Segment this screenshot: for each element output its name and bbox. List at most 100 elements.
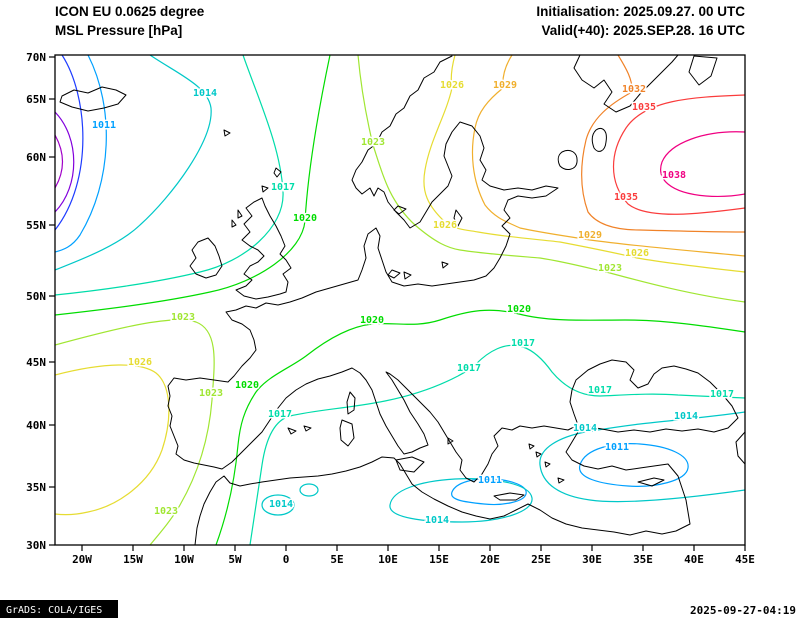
contour-label-1011: 1011 [92, 120, 116, 131]
isobar-1029 [471, 55, 745, 257]
contour-label-1032: 1032 [622, 84, 646, 95]
lon-label-15E: 15E [429, 553, 449, 566]
lon-label-10E: 10E [378, 553, 398, 566]
isobar-1011 [55, 55, 107, 253]
contour-label-1017: 1017 [271, 182, 295, 193]
lon-label-0: 0 [283, 553, 290, 566]
coast-russia-north [573, 55, 745, 465]
isobar-1011-anatolia [579, 443, 689, 487]
lon-label-5W: 5W [228, 553, 242, 566]
coast-turkey-africa [194, 431, 691, 545]
contour-label-1023: 1023 [171, 312, 195, 323]
coastlines [59, 55, 745, 545]
coast-islands [223, 129, 665, 501]
grads-credit: GrADS: COLA/IGES [6, 605, 102, 616]
valid-time: Valid(+40): 2025.SEP.28. 16 UTC [542, 23, 746, 38]
isobar-1002 [55, 134, 64, 189]
contour-label-1020: 1020 [507, 304, 531, 315]
lat-label-30N: 30N [26, 539, 46, 552]
contour-label-1026: 1026 [128, 357, 152, 368]
lat-label-35N: 35N [26, 481, 46, 494]
isobar-1017-south [249, 344, 745, 545]
map-frame [54, 54, 746, 546]
lat-label-70N: 70N [26, 51, 46, 64]
coast-mainland [167, 55, 577, 483]
isobar-1014-southeast [539, 411, 745, 503]
field-title: MSL Pressure [hPa] [55, 23, 182, 38]
contour-label-1020: 1020 [293, 213, 317, 224]
lat-label-65N: 65N [26, 93, 46, 106]
contour-label-1017: 1017 [588, 385, 612, 396]
model-title: ICON EU 0.0625 degree [55, 4, 205, 19]
coast-black-sea [569, 359, 739, 433]
contour-label-1014: 1014 [425, 515, 449, 526]
contour-label-1029: 1029 [578, 230, 602, 241]
contour-label-1020: 1020 [360, 315, 384, 326]
contour-label-1035: 1035 [614, 192, 638, 203]
contour-label-1014: 1014 [269, 499, 293, 510]
isobar-1038 [660, 131, 745, 197]
isobars [55, 55, 745, 545]
contour-label-1023: 1023 [361, 137, 385, 148]
lon-label-15W: 15W [123, 553, 143, 566]
lat-label-45N: 45N [26, 356, 46, 369]
contour-label-1035: 1035 [632, 102, 656, 113]
latitude-axis: 70N 65N 60N 55N 50N 45N 40N 35N 30N [26, 51, 46, 552]
contour-label-1017: 1017 [457, 363, 481, 374]
lon-label-20E: 20E [480, 553, 500, 566]
contour-label-1026: 1026 [433, 220, 457, 231]
contour-label-1014: 1014 [193, 88, 217, 99]
isobar-1035 [612, 94, 745, 215]
contour-label-1023: 1023 [199, 388, 223, 399]
longitude-axis: 20W 15W 10W 5W 0 5E 10E 15E 20E 25E 30E 35E 40E 45E [72, 553, 755, 566]
contour-label-1017: 1017 [268, 409, 292, 420]
contour-label-1011: 1011 [478, 475, 502, 486]
isobar-1020-north [55, 55, 331, 316]
contour-label-1014: 1014 [674, 411, 698, 422]
lon-label-20W: 20W [72, 553, 92, 566]
contour-label-1023: 1023 [154, 506, 178, 517]
isobar-1014-libya [389, 478, 533, 523]
contour-label-1014: 1014 [573, 423, 597, 434]
isobar-1020-south [215, 309, 745, 545]
lat-label-60N: 60N [26, 151, 46, 164]
isobar-1023-west [55, 319, 215, 545]
isobar-1026-west [55, 364, 170, 516]
contour-label-1029: 1029 [493, 80, 517, 91]
isobar-1014 [55, 55, 212, 271]
contour-label-1026: 1026 [625, 248, 649, 259]
contour-label-1017: 1017 [511, 338, 535, 349]
isobar-1032 [581, 55, 745, 233]
coast-lakes [557, 128, 607, 170]
lon-label-10W: 10W [174, 553, 194, 566]
lon-label-30E: 30E [582, 553, 602, 566]
init-time: Initialisation: 2025.09.27. 00 UTC [536, 4, 745, 19]
isobar-1026-east [423, 55, 745, 273]
lon-label-45E: 45E [735, 553, 755, 566]
coast-ireland [189, 237, 223, 279]
isobar-1017-north [55, 55, 284, 296]
lon-label-5E: 5E [330, 553, 343, 566]
isobar-1008 [55, 55, 84, 231]
lat-label-55N: 55N [26, 219, 46, 232]
coast-britain [235, 197, 292, 300]
isobar-1014-morocco [261, 483, 319, 516]
contour-label-1020: 1020 [235, 380, 259, 391]
lon-label-40E: 40E [684, 553, 704, 566]
grads-credit-box [0, 600, 118, 618]
isobar-1005 [55, 111, 75, 213]
lon-label-25E: 25E [531, 553, 551, 566]
contour-label-1017: 1017 [710, 389, 734, 400]
lat-label-40N: 40N [26, 419, 46, 432]
contour-label-1038: 1038 [662, 170, 686, 181]
creation-timestamp: 2025-09-27-04:19 [690, 604, 796, 617]
contour-label-1023: 1023 [598, 263, 622, 274]
coast-iceland [59, 86, 127, 112]
lat-label-50N: 50N [26, 290, 46, 303]
contour-label-1026: 1026 [440, 80, 464, 91]
axis-ticks [49, 56, 746, 551]
